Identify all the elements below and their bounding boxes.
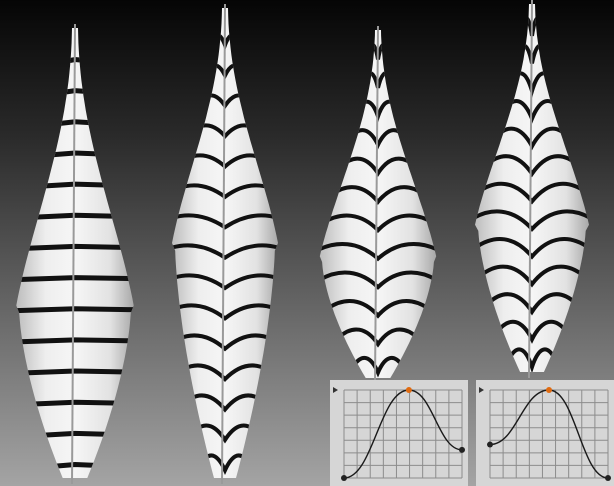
feather-stripe [475,237,589,260]
feather-vane [172,8,278,478]
feather-shaft [528,0,533,379]
feather-stripe [320,213,436,234]
curve-editor-1[interactable] [330,380,468,486]
feather-stripe [486,292,578,316]
curve-editor-2[interactable] [476,380,614,486]
feather-stripe [182,363,268,382]
feather-shaft [71,23,76,485]
feather-vane [16,28,134,478]
feather-stripe [176,183,274,200]
feather-stripe [475,209,589,232]
feather-stripe [475,181,589,205]
selected-curve-point[interactable] [405,387,412,393]
feather-stripe [172,213,278,230]
feather-stripe [185,153,265,170]
curve-point[interactable] [487,441,493,448]
feather-shaft [374,25,379,385]
feather-stripe [337,327,419,348]
feather-stripe [507,347,557,372]
selected-curve-point[interactable] [546,387,552,393]
feather-stripe [202,453,248,475]
curve-point[interactable] [605,475,611,481]
curve-point[interactable] [341,475,347,481]
feather-stripe [30,212,120,220]
curve-point[interactable] [459,446,465,453]
feather-stripe [325,299,431,319]
feather-stripe [176,333,274,352]
feather-stripe [172,303,278,321]
feather-stripe [483,154,581,178]
feather-stripe [37,430,113,438]
feather-stripe [16,275,134,283]
feather-stripe [351,356,405,378]
expand-arrow-icon[interactable] [333,387,338,393]
feather-stripe [493,126,571,151]
curve-panel-background [330,380,468,486]
feather-stripe [319,270,437,290]
feather-stripe [172,273,278,291]
feather-stripe [16,337,134,345]
feather-stripe [172,243,278,261]
curve-panel-background [476,380,614,486]
feather-stripe [188,393,262,413]
feather-shaft [221,3,226,485]
feather-stripe [16,306,134,314]
feather-stripe [319,242,437,262]
feather-stripe [478,264,586,288]
feather-stripe [329,185,427,205]
feather-stripe [21,243,129,251]
feather-stripe [19,368,131,376]
feather-stripe [339,156,417,177]
feather-stripe [495,319,569,344]
feather-stripe [38,181,112,189]
feather-vane [475,4,589,372]
feather-stripe [194,423,256,444]
feather-stripe [27,399,123,407]
expand-arrow-icon[interactable] [479,387,484,393]
feather-4 [475,0,589,379]
feather-stripe [48,461,102,469]
